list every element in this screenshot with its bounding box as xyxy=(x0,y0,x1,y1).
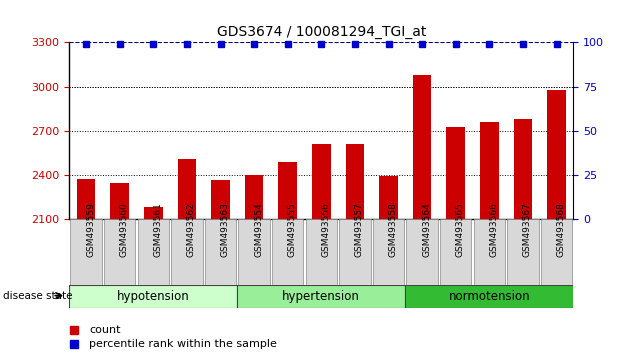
Text: GSM493560: GSM493560 xyxy=(120,202,129,257)
FancyBboxPatch shape xyxy=(238,285,405,308)
Bar xyxy=(278,162,297,219)
Text: GSM493568: GSM493568 xyxy=(556,202,566,257)
Bar xyxy=(447,127,465,219)
FancyBboxPatch shape xyxy=(238,219,270,285)
FancyBboxPatch shape xyxy=(440,219,471,285)
FancyBboxPatch shape xyxy=(137,219,169,285)
FancyBboxPatch shape xyxy=(339,219,370,285)
Bar xyxy=(480,122,498,219)
FancyBboxPatch shape xyxy=(171,219,203,285)
Bar xyxy=(110,183,129,219)
Text: disease state: disease state xyxy=(3,291,72,301)
Text: GSM493556: GSM493556 xyxy=(321,202,330,257)
Title: GDS3674 / 100081294_TGI_at: GDS3674 / 100081294_TGI_at xyxy=(217,25,426,39)
Text: GSM493565: GSM493565 xyxy=(455,202,465,257)
FancyBboxPatch shape xyxy=(474,219,505,285)
FancyBboxPatch shape xyxy=(541,219,572,285)
Text: GSM493566: GSM493566 xyxy=(490,202,498,257)
Text: GSM493559: GSM493559 xyxy=(86,202,95,257)
Bar xyxy=(312,144,331,219)
FancyBboxPatch shape xyxy=(507,219,539,285)
FancyBboxPatch shape xyxy=(69,285,238,308)
Bar xyxy=(144,207,163,219)
Text: GSM493561: GSM493561 xyxy=(153,202,163,257)
Text: GSM493563: GSM493563 xyxy=(220,202,229,257)
Bar xyxy=(178,159,196,219)
Bar xyxy=(547,90,566,219)
FancyBboxPatch shape xyxy=(272,219,304,285)
FancyBboxPatch shape xyxy=(373,219,404,285)
FancyBboxPatch shape xyxy=(306,219,337,285)
Text: hypotension: hypotension xyxy=(117,290,190,303)
Text: hypertension: hypertension xyxy=(282,290,360,303)
Bar xyxy=(379,176,398,219)
Bar xyxy=(77,179,95,219)
Text: GSM493558: GSM493558 xyxy=(389,202,398,257)
Text: GSM493555: GSM493555 xyxy=(288,202,297,257)
FancyBboxPatch shape xyxy=(71,219,102,285)
Text: GSM493564: GSM493564 xyxy=(422,202,431,257)
Text: GSM493557: GSM493557 xyxy=(355,202,364,257)
FancyBboxPatch shape xyxy=(406,219,438,285)
FancyBboxPatch shape xyxy=(405,285,573,308)
Bar xyxy=(513,119,532,219)
Bar xyxy=(413,75,432,219)
Text: percentile rank within the sample: percentile rank within the sample xyxy=(89,339,277,349)
Bar xyxy=(245,175,263,219)
Text: GSM493567: GSM493567 xyxy=(523,202,532,257)
Text: GSM493554: GSM493554 xyxy=(254,202,263,257)
Bar xyxy=(211,180,230,219)
FancyBboxPatch shape xyxy=(205,219,236,285)
Text: count: count xyxy=(89,325,121,335)
Bar xyxy=(346,144,364,219)
Text: GSM493562: GSM493562 xyxy=(187,202,196,257)
FancyBboxPatch shape xyxy=(104,219,135,285)
Text: normotension: normotension xyxy=(449,290,530,303)
